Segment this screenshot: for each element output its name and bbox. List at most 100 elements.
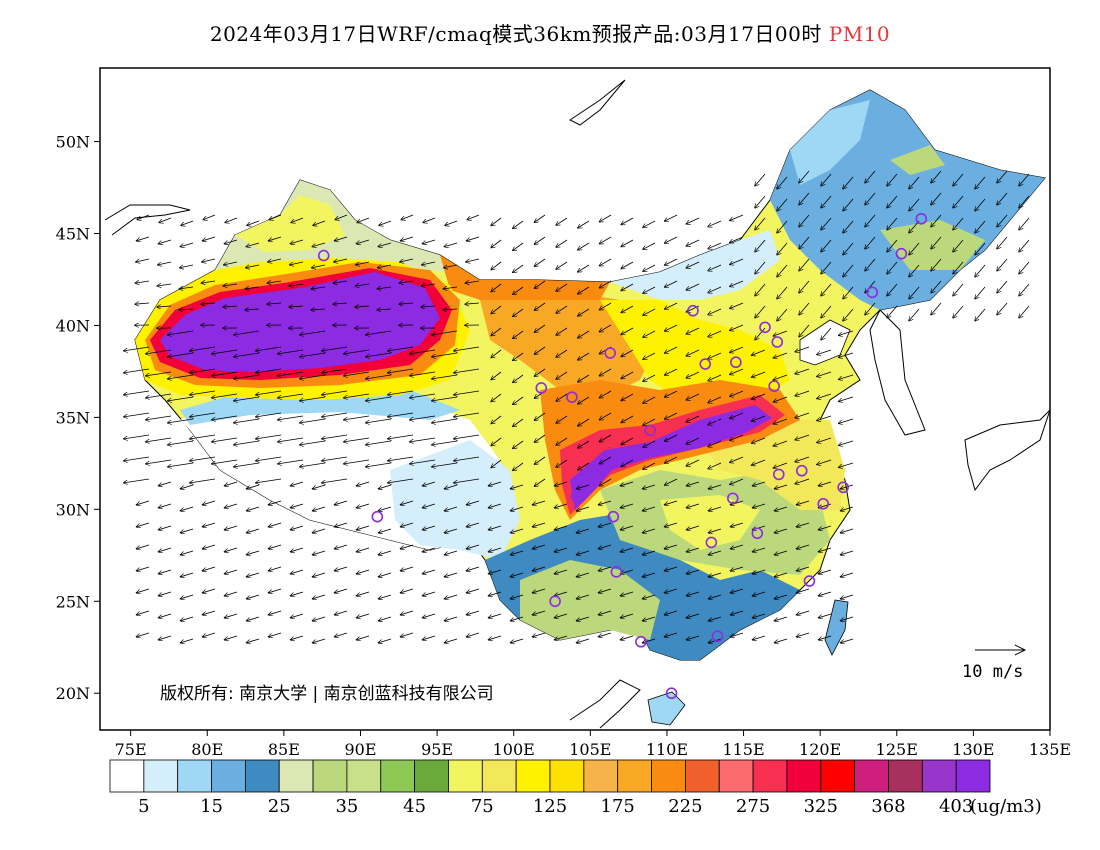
wind-arrow	[225, 481, 238, 486]
wind-arrow	[513, 374, 524, 382]
colorbar-unit: (ug/m3)	[970, 796, 1042, 817]
wind-arrow	[511, 572, 524, 577]
wind-arrow	[686, 283, 700, 290]
wind-arrow	[181, 616, 194, 621]
city-marker	[795, 464, 808, 477]
wind-arrow	[621, 415, 634, 423]
wind-arrow	[377, 309, 392, 310]
wind-arrow	[839, 374, 854, 379]
wind-arrow	[246, 242, 260, 247]
wind-arrow	[799, 258, 810, 271]
wind-arrow	[752, 437, 766, 443]
wind-arrow	[137, 588, 150, 593]
wind-arrow	[137, 214, 150, 220]
wind-arrow	[190, 368, 216, 373]
wind-arrow	[247, 594, 260, 599]
wind-arrow	[225, 547, 238, 552]
wind-arrow	[843, 220, 854, 233]
wind-arrow	[190, 456, 216, 461]
wind-arrow	[534, 346, 546, 354]
city-marker	[772, 468, 785, 481]
wind-arrow	[755, 305, 766, 318]
wind-arrow	[423, 569, 436, 574]
wind-arrow	[773, 396, 788, 402]
wind-arrow	[534, 258, 546, 266]
wind-arrow	[432, 396, 458, 401]
wind-arrow	[577, 572, 590, 577]
wind-arrow	[975, 198, 986, 211]
wind-arrow	[643, 264, 656, 271]
wind-arrow	[135, 303, 150, 304]
wind-arrow	[491, 239, 502, 248]
wind-arrow	[168, 418, 194, 423]
wind-arrow	[909, 286, 920, 299]
wind-arrow	[225, 217, 238, 223]
wind-arrow	[799, 280, 810, 293]
wind-arrow	[997, 192, 1008, 205]
wind-arrow	[665, 346, 678, 353]
wind-arrow	[313, 638, 326, 643]
wind-arrow	[731, 632, 744, 637]
wind-arrow	[843, 198, 854, 211]
wind-arrow	[621, 437, 634, 445]
wind-arrow	[467, 214, 480, 220]
wind-arrow	[256, 434, 282, 439]
wind-arrow	[1019, 305, 1030, 318]
colorbar-swatch	[549, 759, 585, 793]
colorbar-label: 368	[871, 796, 905, 817]
wind-arrow	[234, 330, 260, 335]
wind-arrow	[513, 330, 524, 338]
colorbar-swatch	[211, 759, 246, 793]
wind-arrow	[555, 525, 568, 530]
wind-arrow	[599, 522, 612, 527]
wind-arrow	[421, 306, 436, 307]
wind-arrow	[577, 528, 590, 533]
wind-arrow	[291, 525, 304, 530]
wind-arrow	[225, 503, 238, 508]
city-marker	[915, 212, 928, 225]
wind-arrow	[708, 330, 722, 337]
wind-arrow	[300, 462, 326, 467]
wind-arrow	[322, 478, 348, 483]
wind-arrow	[247, 506, 260, 511]
wind-arrow	[643, 308, 656, 315]
colorbar-swatch	[481, 759, 517, 793]
wind-arrow	[578, 418, 590, 426]
wind-arrow	[513, 418, 524, 426]
wind-arrow	[621, 503, 634, 508]
wind-arrow	[865, 236, 876, 249]
wind-arrow	[322, 434, 348, 439]
wind-arrow	[366, 330, 392, 335]
wind-arrow	[600, 236, 612, 244]
wind-arrow	[753, 481, 766, 486]
wind-arrow	[124, 434, 150, 439]
wind-arrow	[997, 258, 1008, 271]
korea-outline	[869, 309, 926, 436]
wind-arrow	[643, 550, 656, 555]
wind-arrow	[159, 569, 172, 574]
wind-arrow	[180, 242, 194, 247]
wind-arrow	[799, 324, 810, 337]
wind-arrow	[621, 327, 634, 335]
wind-arrow	[600, 324, 612, 332]
city-marker	[727, 492, 739, 505]
wind-arrow	[245, 309, 260, 310]
wind-arrow	[755, 327, 766, 340]
wind-arrow	[621, 305, 634, 313]
wind-arrow	[709, 594, 722, 599]
wind-arrow	[556, 371, 568, 379]
wind-arrow	[322, 456, 348, 461]
wind-arrow	[975, 308, 986, 321]
wind-arrow	[795, 478, 810, 484]
wind-arrow	[256, 390, 282, 395]
wind-arrow	[401, 214, 414, 220]
wind-arrow	[795, 390, 810, 396]
wind-arrow	[665, 302, 678, 309]
wind-arrow	[555, 481, 568, 486]
city-markers	[317, 212, 928, 700]
wind-arrow	[278, 437, 304, 442]
wind-arrow	[665, 258, 678, 265]
city-marker	[570, 490, 583, 503]
wind-arrow	[708, 242, 722, 249]
wind-arrow	[511, 550, 524, 555]
